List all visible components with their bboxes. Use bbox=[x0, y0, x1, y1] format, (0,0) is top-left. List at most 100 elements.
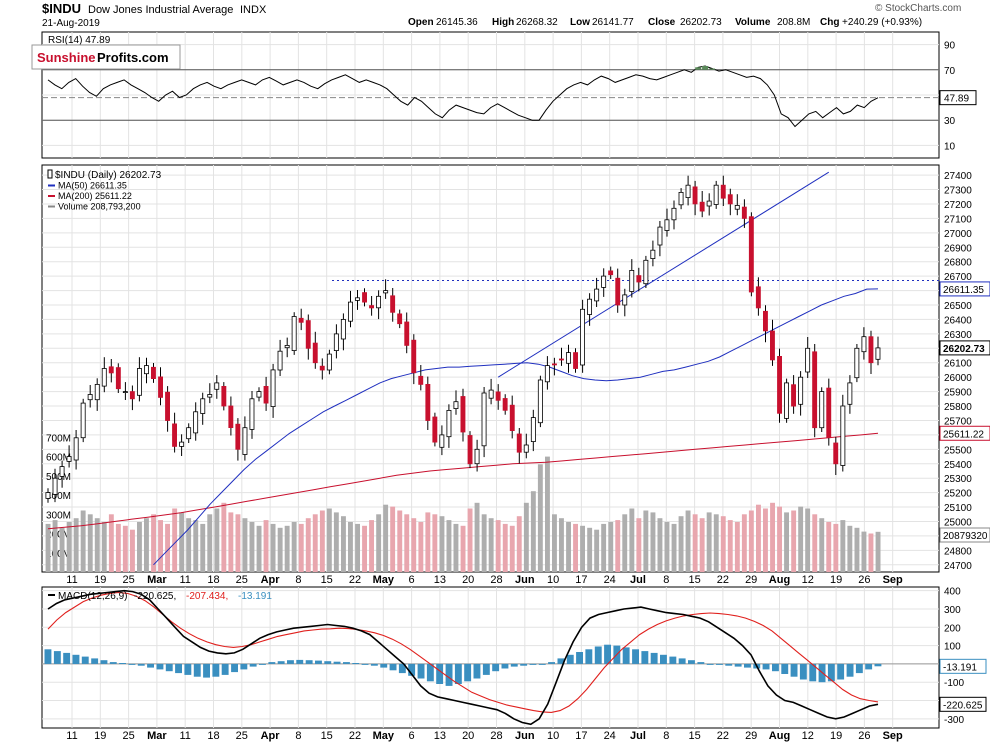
volume-bar bbox=[425, 512, 431, 572]
x-tick-label: 26 bbox=[858, 730, 870, 742]
volume-bar bbox=[552, 514, 557, 572]
macd-tick-label: 400 bbox=[944, 587, 961, 598]
x-tick-label: 17 bbox=[575, 730, 587, 742]
volume-bar bbox=[763, 508, 768, 572]
candle-body bbox=[580, 308, 585, 366]
macd-histogram-bar bbox=[706, 663, 714, 665]
macd-histogram-bar bbox=[408, 663, 416, 676]
candle-body bbox=[425, 383, 431, 421]
macd-histogram-bar bbox=[772, 663, 779, 672]
rsi-tick-label: 10 bbox=[944, 141, 956, 152]
symbol: $INDU bbox=[42, 1, 81, 16]
volume-bar bbox=[404, 514, 410, 572]
candle-body bbox=[256, 391, 262, 398]
candle-body bbox=[150, 366, 156, 379]
macd-signal-line bbox=[47, 591, 879, 713]
candle-body bbox=[657, 226, 663, 246]
x-tick-label: 8 bbox=[295, 574, 301, 586]
candle-body bbox=[80, 402, 86, 439]
volume-bar bbox=[80, 510, 86, 572]
price-tick-label: 27100 bbox=[944, 214, 972, 225]
volume-bar bbox=[52, 520, 58, 572]
candle-body bbox=[242, 427, 248, 455]
candle-body bbox=[622, 294, 628, 306]
candle-body bbox=[784, 382, 789, 419]
volume-bar bbox=[481, 514, 487, 572]
macd-histogram-bar bbox=[436, 663, 444, 684]
price-tick-label: 24700 bbox=[944, 561, 972, 572]
macd-legend-macd: -220.625, bbox=[134, 591, 176, 602]
macd-histogram-bar bbox=[855, 663, 863, 674]
macd-histogram-bar bbox=[529, 663, 537, 665]
candle-body bbox=[284, 344, 290, 349]
x-tick-label: 25 bbox=[236, 730, 248, 742]
macd-histogram-bar bbox=[576, 652, 583, 664]
macd-histogram-bar bbox=[874, 663, 882, 667]
macd-histogram-bar bbox=[417, 663, 425, 679]
candle-body bbox=[840, 405, 846, 466]
candle-body bbox=[812, 351, 818, 429]
candle-body bbox=[460, 396, 466, 433]
candle-body bbox=[467, 435, 473, 465]
x-tick-label: 24 bbox=[604, 730, 616, 742]
candle-body bbox=[516, 433, 522, 453]
macd-histogram-bar bbox=[622, 647, 630, 664]
macd-histogram-bar bbox=[109, 662, 117, 664]
macd-tick-label: 100 bbox=[944, 642, 961, 653]
price-tick-label: 26500 bbox=[944, 301, 972, 312]
volume-bar bbox=[263, 520, 269, 572]
candle-body bbox=[502, 398, 508, 411]
macd-histogram-bar bbox=[473, 663, 481, 679]
candle-body bbox=[523, 444, 529, 453]
macd-histogram-bar bbox=[464, 663, 472, 682]
candle-body bbox=[791, 384, 796, 407]
macd-chart: 4003002001000-100-200-300-13.191-220.625 bbox=[42, 587, 987, 726]
volume-tick-label: 200M bbox=[46, 530, 71, 541]
candle-body bbox=[390, 295, 396, 313]
candle-body bbox=[66, 456, 72, 462]
candle-body bbox=[706, 200, 712, 207]
price-tick-label: 26400 bbox=[944, 315, 972, 326]
volume-bar bbox=[819, 518, 825, 572]
volume-bar bbox=[488, 518, 494, 572]
volume-bar bbox=[376, 514, 382, 572]
x-tick-label: 25 bbox=[236, 574, 248, 586]
volume-bar bbox=[643, 510, 649, 572]
macd-panel bbox=[41, 586, 940, 729]
volume-tick-label: 400M bbox=[46, 491, 71, 502]
candle-body bbox=[214, 382, 220, 390]
x-tick-label: Apr bbox=[261, 574, 281, 586]
volume-bar bbox=[432, 514, 438, 572]
volume-bar bbox=[727, 520, 733, 572]
x-gridlines bbox=[71, 32, 894, 728]
candle-body bbox=[298, 317, 304, 323]
macd-value-badge bbox=[939, 696, 987, 712]
volume-bar bbox=[713, 514, 719, 572]
candle-body bbox=[671, 207, 677, 221]
ma50-line bbox=[153, 288, 879, 566]
macd-histogram-bar bbox=[585, 649, 593, 664]
x-tick-label: 13 bbox=[434, 730, 446, 742]
volume-bar bbox=[805, 508, 811, 572]
macd-histogram-bar bbox=[678, 658, 686, 664]
candle-body bbox=[439, 434, 445, 448]
volume-bar bbox=[629, 508, 635, 572]
x-tick-label: 19 bbox=[830, 730, 842, 742]
price-tick-label: 26700 bbox=[944, 272, 972, 283]
volume-bar bbox=[559, 518, 564, 572]
x-tick-label: 22 bbox=[717, 730, 729, 742]
price-value-label: 25611.22 bbox=[943, 429, 984, 440]
volume-bar bbox=[186, 518, 192, 572]
volume-bar bbox=[137, 522, 142, 572]
price-tick-label: 26000 bbox=[944, 373, 972, 384]
volume-bar bbox=[502, 523, 508, 572]
trendline bbox=[497, 171, 830, 378]
candle-body bbox=[418, 375, 424, 385]
price-tick-label: 25800 bbox=[944, 402, 972, 413]
volume-bar bbox=[101, 522, 107, 572]
macd-histogram-bar bbox=[566, 654, 574, 664]
volume-bar bbox=[791, 510, 797, 572]
candle-body bbox=[798, 376, 804, 405]
macd-histogram-bar bbox=[594, 646, 602, 664]
candle-body bbox=[763, 310, 768, 332]
